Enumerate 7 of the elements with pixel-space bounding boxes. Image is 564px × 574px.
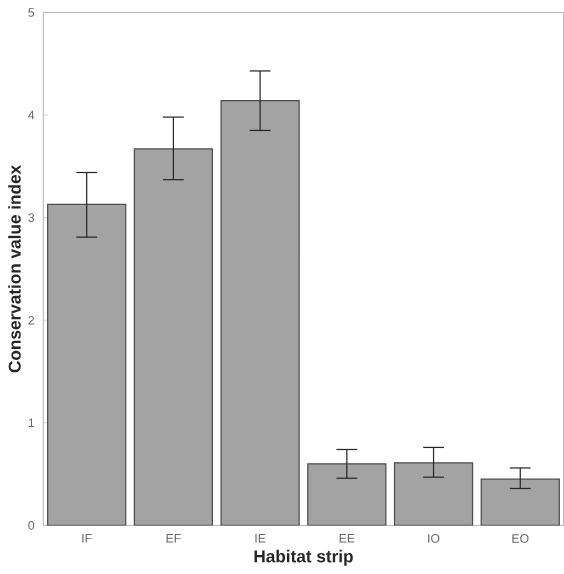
bar	[480, 478, 560, 526]
x-axis-title: Habitat strip	[254, 549, 353, 566]
y-axis-title: Conservation value index	[8, 165, 21, 373]
bar	[307, 463, 387, 526]
bar	[393, 462, 474, 526]
bar	[220, 100, 300, 526]
bar	[133, 148, 214, 526]
